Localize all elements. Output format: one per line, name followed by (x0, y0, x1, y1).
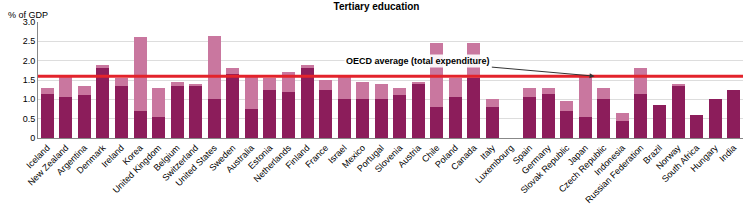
svg-text:Sweden: Sweden (207, 143, 237, 173)
svg-text:Australia: Australia (224, 143, 256, 175)
svg-text:New Zealand: New Zealand (26, 143, 71, 188)
svg-text:1.5: 1.5 (23, 75, 36, 85)
svg-text:2.0: 2.0 (23, 56, 36, 66)
svg-text:Canada: Canada (449, 143, 478, 172)
svg-text:Iceland: Iceland (24, 143, 52, 171)
svg-text:Tertiary education: Tertiary education (334, 1, 420, 12)
svg-text:France: France (303, 143, 330, 170)
svg-text:Indonesia: Indonesia (592, 143, 627, 178)
svg-text:OECD average (total expenditur: OECD average (total expenditure) (346, 56, 490, 66)
svg-text:Portugal: Portugal (355, 143, 386, 174)
svg-text:Italy: Italy (478, 142, 497, 161)
svg-text:2.5: 2.5 (23, 36, 36, 46)
svg-text:Mexico: Mexico (340, 143, 367, 170)
svg-text:1.0: 1.0 (23, 94, 36, 104)
svg-text:Estonia: Estonia (246, 143, 274, 171)
svg-text:Brazil: Brazil (641, 143, 664, 166)
svg-text:Argentina: Argentina (55, 143, 89, 177)
svg-text:Belgium: Belgium (152, 143, 182, 173)
svg-text:Finland: Finland (284, 143, 312, 171)
svg-text:0: 0 (30, 133, 35, 143)
svg-text:Russian Federation: Russian Federation (583, 143, 645, 205)
svg-text:United Kingdom: United Kingdom (111, 143, 163, 195)
svg-text:Chile: Chile (420, 143, 442, 165)
svg-text:% of GDP: % of GDP (8, 10, 48, 20)
svg-text:United States: United States (174, 142, 220, 188)
svg-text:South Africa: South Africa (660, 143, 701, 184)
svg-text:Poland: Poland (433, 143, 460, 170)
svg-text:Ireland: Ireland (100, 143, 127, 170)
svg-text:Netherlands: Netherlands (252, 142, 294, 184)
svg-text:India: India (717, 143, 738, 164)
svg-text:Hungary: Hungary (689, 142, 720, 173)
svg-text:Spain: Spain (511, 143, 534, 166)
svg-text:Norway: Norway (654, 142, 683, 171)
svg-text:Israel: Israel (326, 143, 349, 166)
svg-text:Slovenia: Slovenia (373, 143, 404, 174)
svg-text:Switzerland: Switzerland (160, 143, 200, 183)
svg-text:Japan: Japan (565, 143, 589, 167)
svg-text:Slovak Republic: Slovak Republic (519, 142, 572, 195)
svg-text:Luxembourg: Luxembourg (473, 143, 515, 185)
svg-text:Czech Republic: Czech Republic (557, 142, 609, 194)
svg-text:0.5: 0.5 (23, 114, 36, 124)
svg-text:Denmark: Denmark (75, 142, 108, 175)
svg-text:Germany: Germany (520, 142, 554, 176)
svg-text:3.0: 3.0 (23, 17, 36, 27)
svg-text:Austria: Austria (396, 143, 423, 170)
svg-text:Korea: Korea (121, 143, 145, 167)
